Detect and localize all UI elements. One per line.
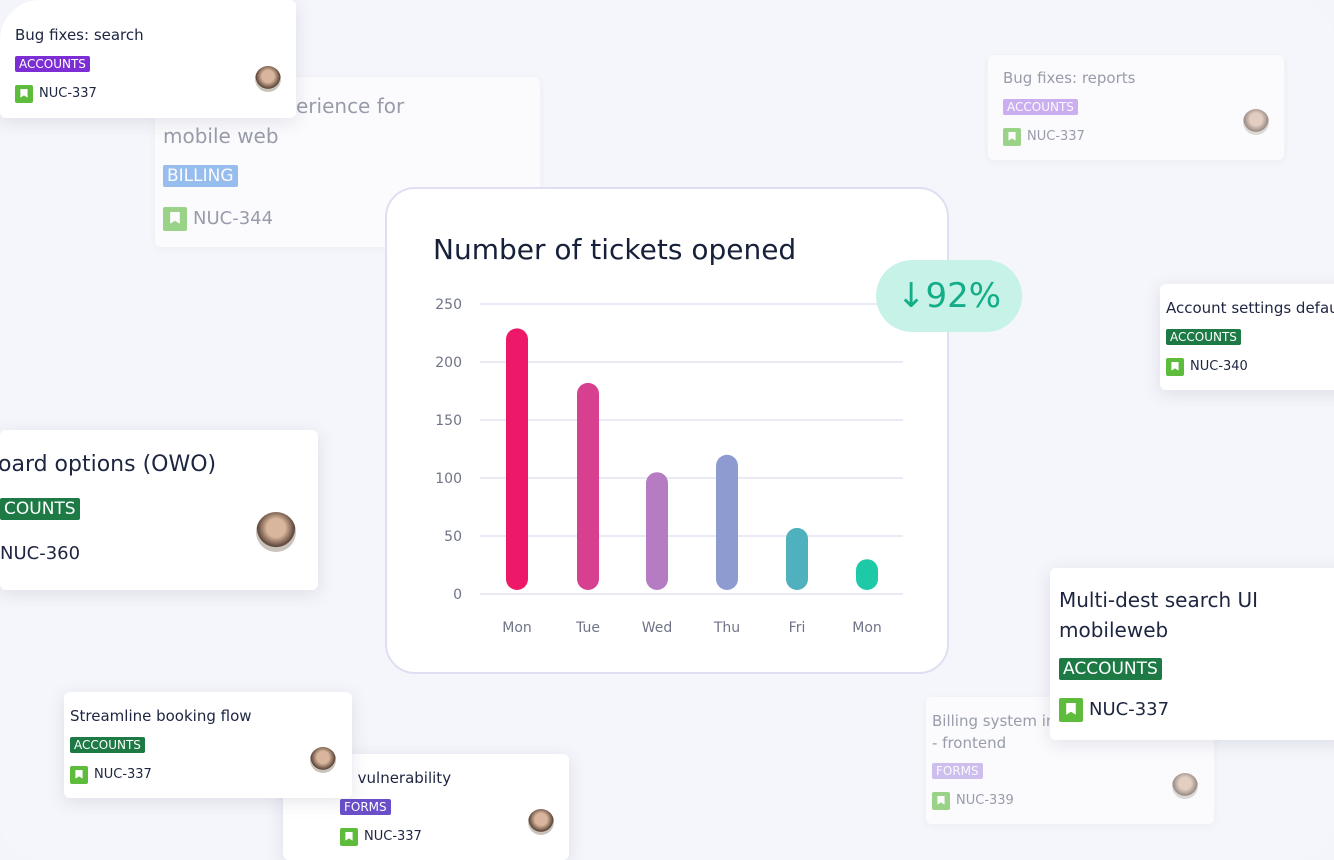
card-id: NUC-344 — [163, 207, 273, 231]
card-id-text: NUC-337 — [364, 829, 422, 844]
card-id: NUC-337 — [1003, 128, 1085, 146]
chart-card: Number of tickets opened 0 50 100 150 200 250 M… — [385, 187, 949, 674]
card-id-text: NUC-344 — [193, 208, 274, 229]
avatar — [256, 512, 296, 552]
card-id: NUC-337 — [340, 828, 422, 846]
card-tag: BILLING — [163, 165, 238, 187]
x-tick-label: Fri — [789, 620, 806, 636]
bar — [856, 559, 878, 590]
card-title: Account settings defau — [1166, 299, 1334, 317]
avatar — [1243, 109, 1269, 135]
card-title: erience for — [296, 94, 405, 118]
bookmark-icon — [932, 792, 950, 810]
card-title: mobileweb — [1059, 618, 1169, 642]
card-id-text: NUC-337 — [1027, 129, 1085, 144]
card-id-text: NUC-337 — [39, 86, 97, 101]
avatar — [528, 809, 554, 835]
bookmark-icon — [1059, 698, 1083, 722]
bookmark-icon — [1166, 358, 1184, 376]
card-title: Bug fixes: reports — [1003, 69, 1136, 87]
ticket-card: erience for mobile web BILLING NUC-344 — [155, 77, 540, 247]
card-tag: ACCOUNTS — [1166, 329, 1241, 345]
y-tick-label: 150 — [435, 413, 462, 429]
bar — [506, 328, 528, 590]
ticket-card: Bug fixes: search ACCOUNTS NUC-337 — [0, 0, 296, 118]
card-tag: FORMS — [340, 799, 391, 815]
card-id-text: NUC-337 — [1089, 699, 1170, 720]
card-title: Billing system in — [932, 712, 1056, 730]
card-id: NUC-340 — [1166, 358, 1248, 376]
bookmark-icon — [15, 85, 33, 103]
card-id-text: NUC-337 — [94, 767, 152, 782]
ticket-card: oard options (OWO) COUNTS NUC-360 — [0, 430, 318, 590]
avatar — [1172, 773, 1198, 799]
change-badge: ↓92% — [876, 260, 1022, 332]
card-id-text: NUC-339 — [956, 793, 1014, 808]
card-title: - frontend — [932, 734, 1007, 752]
card-tag: ACCOUNTS — [70, 737, 145, 753]
card-title: oard options (OWO) — [0, 452, 217, 477]
card-id-text: NUC-360 — [0, 543, 81, 564]
card-tag: COUNTS — [0, 498, 80, 520]
card-id-text: NUC-340 — [1190, 359, 1248, 374]
card-title: Multi-dest search UI — [1059, 588, 1259, 612]
y-tick-label: 250 — [435, 297, 462, 313]
chart: Number of tickets opened 0 50 100 150 200 250 M… — [433, 233, 903, 636]
ticket-card: Multi-dest search UI mobileweb ACCOUNTS NUC… — [1050, 568, 1334, 740]
bar — [646, 472, 668, 590]
card-tag: FORMS — [932, 763, 983, 779]
chart-title: Number of tickets opened — [433, 233, 796, 266]
ticket-card: Account settings defau ACCOUNTS NUC-340 — [1160, 284, 1334, 390]
card-id: NUC-337 — [70, 766, 152, 784]
bookmark-icon — [1003, 128, 1021, 146]
bookmark-icon — [340, 828, 358, 846]
x-tick-label: Wed — [642, 620, 673, 636]
card-tag: ACCOUNTS — [15, 56, 90, 72]
card-title: Streamline booking flow — [70, 707, 252, 725]
bar — [716, 454, 738, 590]
card-title: s: vulnerability — [340, 769, 452, 787]
card-id: NUC-337 — [15, 85, 97, 103]
bookmark-icon — [70, 766, 88, 784]
card-tag: ACCOUNTS — [1059, 658, 1162, 680]
ticket-card: Streamline booking flow ACCOUNTS NUC-337 — [64, 692, 352, 798]
ticket-card: s: vulnerability FORMS NUC-337 — [283, 754, 569, 860]
y-tick-label: 200 — [435, 355, 462, 371]
x-tick-label: Tue — [575, 620, 600, 636]
bookmark-icon — [163, 207, 187, 231]
x-tick-label: Mon — [852, 620, 882, 636]
y-tick-label: 100 — [435, 471, 462, 487]
bar — [786, 527, 808, 590]
x-tick-label: Thu — [713, 620, 740, 636]
y-tick-label: 0 — [453, 587, 462, 603]
avatar — [310, 747, 336, 773]
card-id: NUC-339 — [932, 792, 1014, 810]
bar — [577, 382, 599, 590]
x-tick-label: Mon — [502, 620, 532, 636]
card-title: mobile web — [163, 124, 279, 148]
card-title: Bug fixes: search — [15, 26, 144, 44]
y-tick-label: 50 — [444, 529, 462, 545]
ticket-card: Bug fixes: reports ACCOUNTS NUC-337 — [988, 55, 1284, 160]
card-tag: ACCOUNTS — [1003, 99, 1078, 115]
card-id: NUC-337 — [1059, 698, 1169, 722]
card-id: NUC-360 — [0, 542, 80, 566]
avatar — [255, 66, 281, 92]
